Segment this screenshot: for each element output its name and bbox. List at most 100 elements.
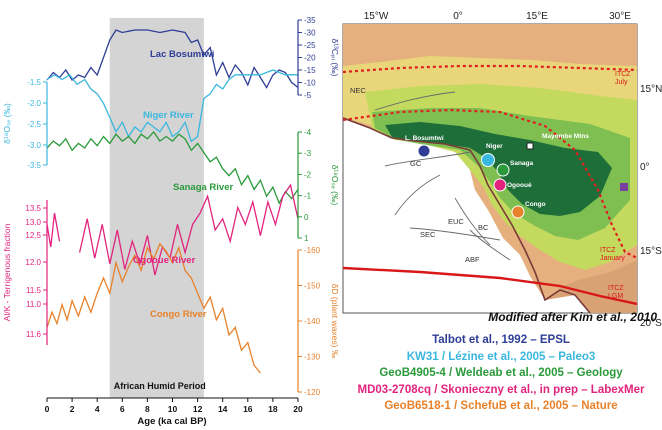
right-axis-label-bosumtwi: δ¹³Cₚᵢ (‰) [330,38,340,76]
right-tick-label: -15 [304,66,316,75]
reference-item: GeoB4905-4 / Weldeab et al., 2005 – Geol… [379,367,623,379]
map-site-label: Sanaga [510,160,534,167]
series-label-1: Niger River [143,110,194,121]
map-lat-label: 20°S [640,318,662,329]
right-tick-label: -2 [304,170,312,179]
left-tick-label: -2.5 [27,120,41,129]
map-itcz-label-january: ITCZ January [600,247,625,262]
right-tick-label: -25 [304,41,316,50]
paleo-records-chart: African Humid Period Lac Bosumtwi Niger R… [2,16,340,427]
left-tick-label: -3.5 [27,161,41,170]
map-site-label: Mayombe Mtns [542,133,589,140]
right-tick-label: 0 [304,213,309,222]
map-current-label: EUC [448,217,464,226]
x-tick-label: 0 [45,404,50,414]
humid-period-label: African Humid Period [114,381,206,391]
right-tick-label: -140 [304,317,321,326]
map-current-label: GC [410,159,422,168]
map-itcz-label-lgm: ITCZ LGM [608,285,624,300]
x-tick-label: 18 [268,404,278,414]
series-label-3: Ogooue River [133,255,196,266]
right-tick-label: -35 [304,16,316,25]
right-tick-label: -130 [304,353,321,362]
site-ogooue-marker [493,178,507,192]
x-tick-label: 20 [293,404,303,414]
left-tick-label: 12.5 [25,231,41,240]
map-lon-label: 15°W [364,11,389,22]
right-tick-label: -4 [304,128,312,137]
series-line-niger-river [46,69,298,143]
right-tick-label: 1 [304,234,309,243]
map-site-label: Congo [525,201,546,208]
map-caption: Modified after Kim et al., 2010 [488,310,657,324]
left-axis-label-niger: δ¹⁸Oₛₑ (‰) [2,103,12,144]
references-list: Talbot et al., 1992 – EPSL KW31 / Lézine … [345,332,657,415]
right-axis-label-congo: δD (plant waxes) ‰ [330,284,340,359]
reference-item: KW31 / Lézine et al., 2005 – Paleo3 [406,350,596,363]
right-tick-label: -120 [304,388,321,397]
series-label-2: Sanaga River [173,182,233,193]
right-edge-marker [620,183,628,191]
map-site-label: L. Bosumtwi [405,135,444,142]
x-tick-label: 2 [70,404,75,414]
x-tick-label: 8 [145,404,150,414]
map-lon-label: 15°E [526,11,548,22]
site-congo-marker [511,205,525,219]
humid-period-shading [109,18,204,398]
map-lon-label: 30°E [609,11,631,22]
left-axis-label-ogooue: Al/K - Terrigenous fraction [2,223,12,321]
map-itcz-label-july: ITCZ July [615,71,631,86]
map-current-label: ABF [465,255,480,264]
map-lat-label: 15°N [640,84,662,95]
itcz-lgm-line [342,266,638,306]
left-tick-label: 12.0 [25,258,41,267]
right-tick-label: -10 [304,79,316,88]
site-mayombe-marker [526,142,534,150]
series-label-4: Congo River [150,309,207,320]
site-bosumtwi-marker [417,144,431,158]
left-tick-label: -2.0 [27,99,41,108]
series-line-ogooue-river [46,183,299,276]
map-site-label: Ogooué [507,182,532,189]
x-tick-label: 12 [193,404,203,414]
series-label-0: Lac Bosumtwi [150,49,214,60]
right-tick-label: -1 [304,192,312,201]
right-tick-label: -3 [304,149,312,158]
map-lat-label: 15°S [640,246,662,257]
x-tick-label: 10 [168,404,178,414]
coastline [342,117,591,314]
x-tick-label: 16 [243,404,253,414]
map-current-label: SEC [420,230,436,239]
itcz-january-line [342,108,638,259]
x-tick-label: 14 [218,404,228,414]
ocean-currents [374,91,511,261]
right-tick-label: -160 [304,246,321,255]
x-tick-label: 6 [120,404,125,414]
map-lon-label: 0° [453,11,463,22]
site-niger-marker [481,153,495,167]
reference-item: MD03-2708cq / Skonieczny et al., in prep… [357,383,645,396]
left-tick-label: 11.5 [26,286,42,295]
series-line-congo-river [46,242,261,374]
africa-map: 15°W 0° 15°E 30°E 15°N 0° 15°S 20°S L. Bosumtwi N… [342,11,662,329]
series-line-sanaga-river [46,130,299,205]
right-tick-label: -150 [304,282,321,291]
reference-item: GeoB6518-1 / SchefuB et al., 2005 – Natu… [384,400,618,412]
left-tick-label: 13.0 [25,218,41,227]
right-axis-label-sanaga: δ¹⁸Oₛₑ (‰) [330,165,340,206]
left-tick-label: 13.5 [25,204,41,213]
left-tick-label: 11.6 [26,330,42,339]
left-tick-label: 11.0 [26,300,42,309]
map-current-label: NEC [350,86,366,95]
map-lat-label: 0° [640,162,650,173]
right-tick-label: -5 [304,91,312,100]
site-sanaga-marker [496,163,510,177]
left-tick-label: -3.0 [27,141,41,150]
itcz-july-line [342,64,638,74]
right-tick-label: -20 [304,54,316,63]
right-tick-label: -30 [304,29,316,38]
left-tick-label: -1.5 [27,78,41,87]
series-line-lac-bosumtwi [46,29,299,89]
map-site-label: Niger [486,143,503,150]
